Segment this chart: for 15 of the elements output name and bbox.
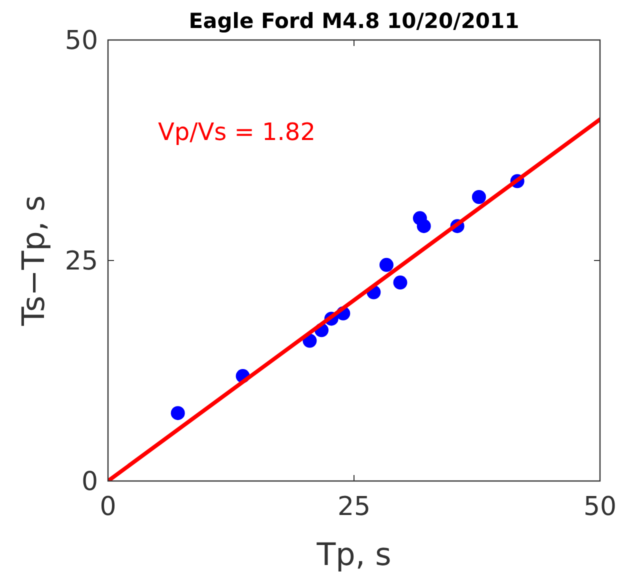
x-tick-label: 0 <box>100 492 116 522</box>
x-tick-label: 25 <box>337 492 371 522</box>
point <box>170 406 185 420</box>
annotation: Vp/Vs = 1.82 <box>158 118 316 146</box>
x-axis-title: Tp, s <box>316 537 392 573</box>
point <box>472 190 486 204</box>
y-tick-label: 0 <box>81 467 98 497</box>
y-tick-label: 25 <box>64 246 98 276</box>
chart-title: Eagle Ford M4.8 10/20/2011 <box>188 9 520 33</box>
x-tick-label: 50 <box>583 492 617 522</box>
y-tick-label: 50 <box>64 26 98 56</box>
point <box>379 258 394 272</box>
point <box>393 276 408 290</box>
y-axis-title: Ts−Tp, s <box>16 195 52 327</box>
point <box>416 219 431 234</box>
